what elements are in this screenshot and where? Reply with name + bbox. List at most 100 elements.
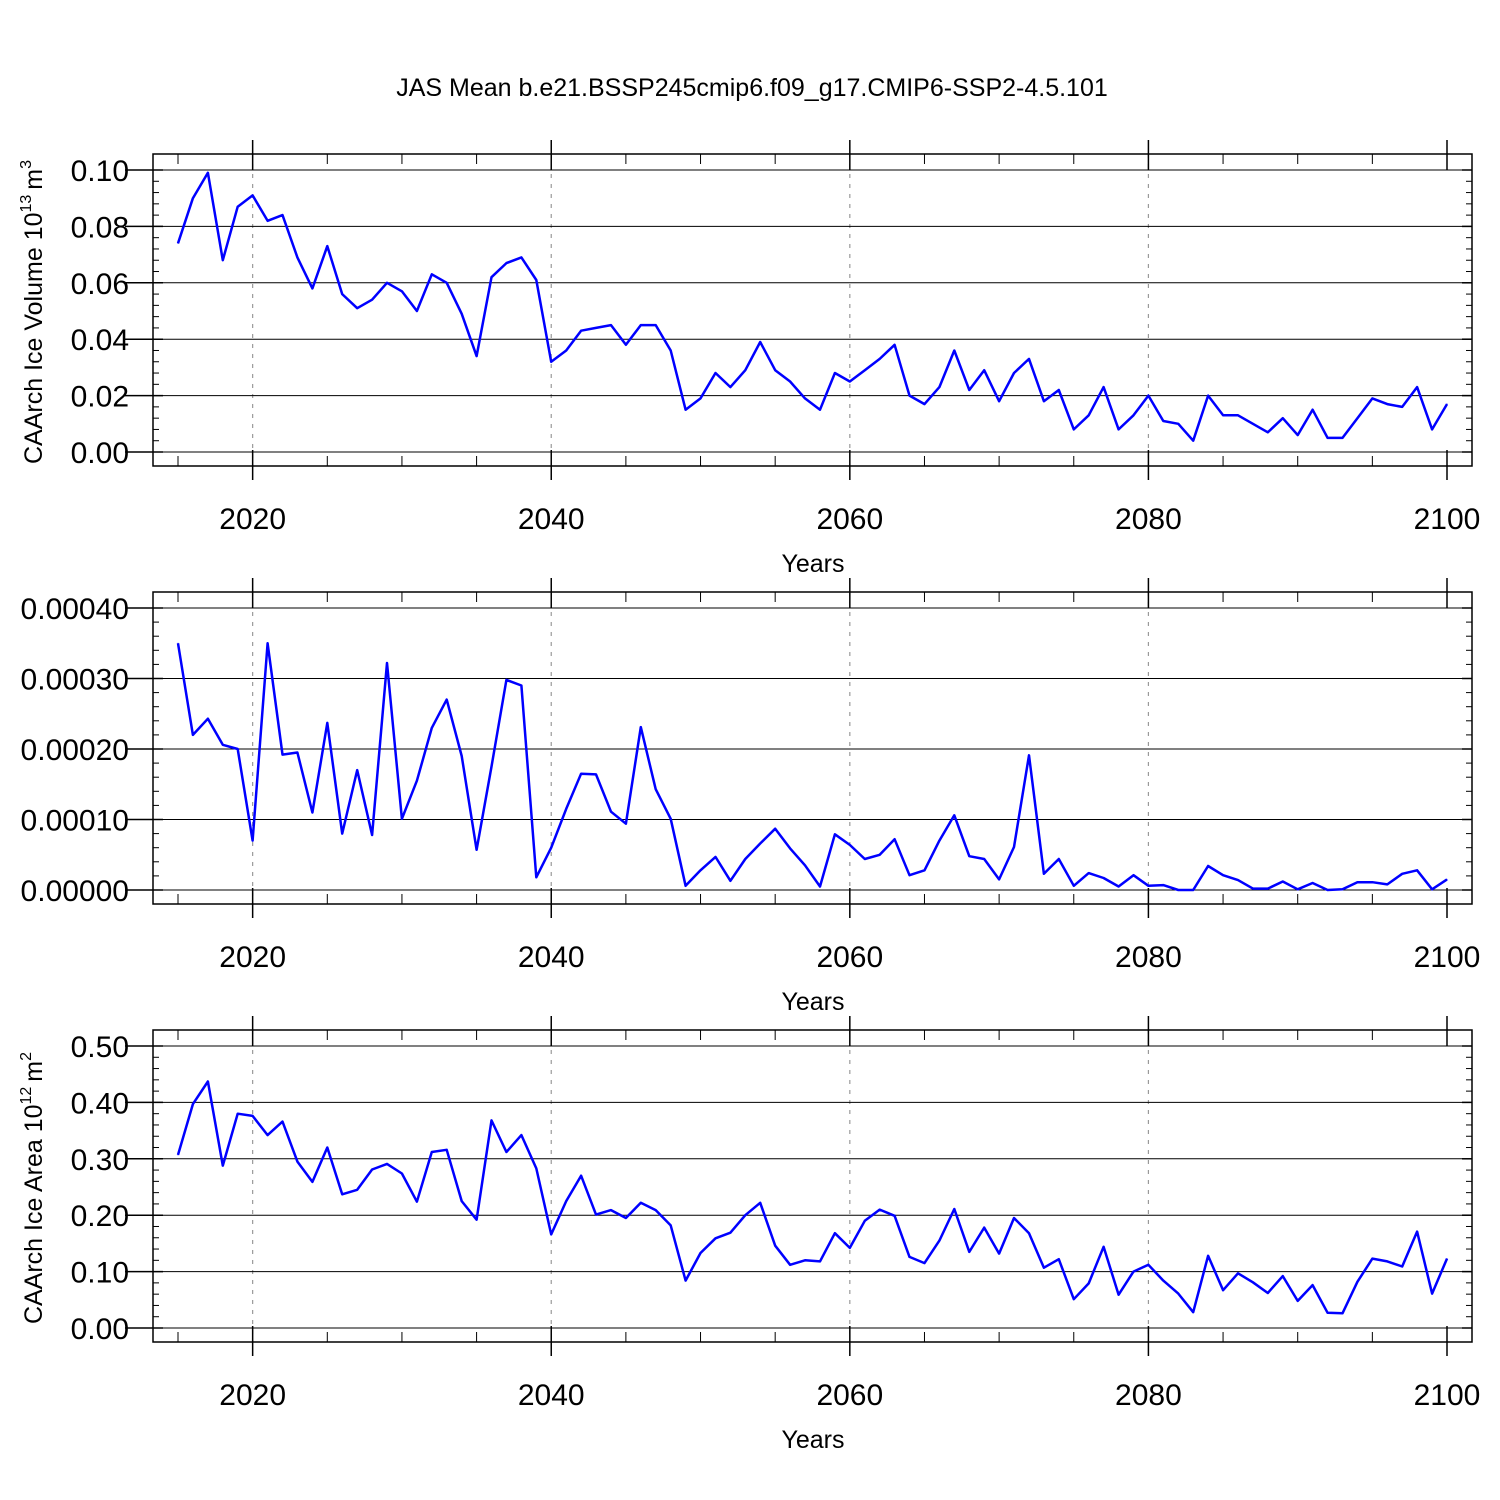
x-axis-label: Years [781, 1426, 844, 1454]
data-point [371, 299, 373, 301]
data-point [505, 679, 507, 681]
x-tick-label: 2100 [1414, 503, 1481, 536]
data-point [834, 372, 836, 374]
panels: 0.00 0.02 0.04 0.06 0.08 0.10 2020 2040 2060 2080… [18, 140, 1480, 1454]
data-point [1222, 874, 1224, 876]
data-point [1043, 873, 1045, 875]
y-tick-label: 0.08 [71, 211, 129, 244]
data-point [1327, 889, 1329, 891]
data-point [431, 1151, 433, 1153]
x-tick-label: 2020 [219, 941, 286, 974]
data-point [431, 727, 433, 729]
data-point [729, 386, 731, 388]
data-point [341, 1193, 343, 1195]
data-point [625, 344, 627, 346]
data-point [1282, 881, 1284, 883]
data-point [1312, 882, 1314, 884]
data-point [401, 1172, 403, 1174]
data-point [998, 878, 1000, 880]
x-tick-label: 2060 [816, 1379, 883, 1412]
data-point [535, 876, 537, 878]
data-point [1103, 1246, 1105, 1248]
y-tick-label: 0.40 [71, 1087, 129, 1120]
data-point [326, 1147, 328, 1149]
data-point [1341, 888, 1343, 890]
data-point [1073, 1298, 1075, 1300]
data-point [535, 1167, 537, 1169]
y-tick-label: 0.20 [71, 1200, 129, 1233]
x-tick-label: 2080 [1115, 941, 1182, 974]
data-point [1312, 409, 1314, 411]
data-point [296, 752, 298, 754]
data-point [640, 1202, 642, 1204]
data-point [834, 1232, 836, 1234]
data-point [177, 242, 179, 244]
plot-frame [152, 153, 1473, 467]
y-tick-label: 0.06 [71, 268, 129, 301]
data-point [1058, 1258, 1060, 1260]
data-point [1371, 397, 1373, 399]
data-point [864, 858, 866, 860]
x-tick-label: 2040 [518, 503, 585, 536]
data-point [252, 840, 254, 842]
y-axis-label-exponent: 13 [18, 195, 35, 213]
data-point [804, 1259, 806, 1261]
data-point [610, 811, 612, 813]
data-point [1088, 872, 1090, 874]
data-point [371, 834, 373, 836]
data-point [953, 814, 955, 816]
data-point [192, 1103, 194, 1105]
data-point [879, 854, 881, 856]
data-point [282, 754, 284, 756]
data-point [774, 1245, 776, 1247]
data-point [207, 718, 209, 720]
data-point [550, 361, 552, 363]
data-point [923, 1262, 925, 1264]
data-point [386, 662, 388, 664]
x-tick-label: 2040 [518, 1379, 585, 1412]
data-point [1267, 431, 1269, 433]
data-point [1401, 1266, 1403, 1268]
data-point [461, 1200, 463, 1202]
data-point [1073, 428, 1075, 430]
data-point [1327, 1312, 1329, 1314]
data-point [237, 1113, 239, 1115]
data-point [1147, 395, 1149, 397]
data-point [744, 369, 746, 371]
y-tick-label: 0.00000 [21, 875, 129, 908]
data-point [296, 256, 298, 258]
data-point [1118, 885, 1120, 887]
y-axis-label-text: CAArch Ice Volume 10 [20, 213, 48, 465]
data-point [610, 324, 612, 326]
data-point [550, 847, 552, 849]
data-point [640, 324, 642, 326]
data-point [535, 279, 537, 281]
x-tick-label: 2100 [1414, 1379, 1481, 1412]
y-axis-label-text: CAArch Ice Area 10 [20, 1104, 48, 1324]
data-point [953, 1208, 955, 1210]
y-tick-label: 0.30 [71, 1144, 129, 1177]
data-point [1058, 858, 1060, 860]
data-point [416, 310, 418, 312]
data-point [1267, 888, 1269, 890]
data-point [311, 287, 313, 289]
data-point [550, 1233, 552, 1235]
data-point [804, 397, 806, 399]
data-point [252, 1115, 254, 1117]
data-point [1267, 1292, 1269, 1294]
data-point [1297, 888, 1299, 890]
data-point [625, 823, 627, 825]
data-point [1132, 874, 1134, 876]
data-point [983, 858, 985, 860]
data-point [714, 372, 716, 374]
data-point [923, 869, 925, 871]
data-point [386, 282, 388, 284]
data-point [341, 293, 343, 295]
y-tick-label: 0.00030 [21, 664, 129, 697]
x-tick-label: 2020 [219, 503, 286, 536]
data-point [1088, 414, 1090, 416]
y-tick-label: 0.00020 [21, 734, 129, 767]
data-point [759, 341, 761, 343]
data-point [401, 290, 403, 292]
data-point [446, 282, 448, 284]
